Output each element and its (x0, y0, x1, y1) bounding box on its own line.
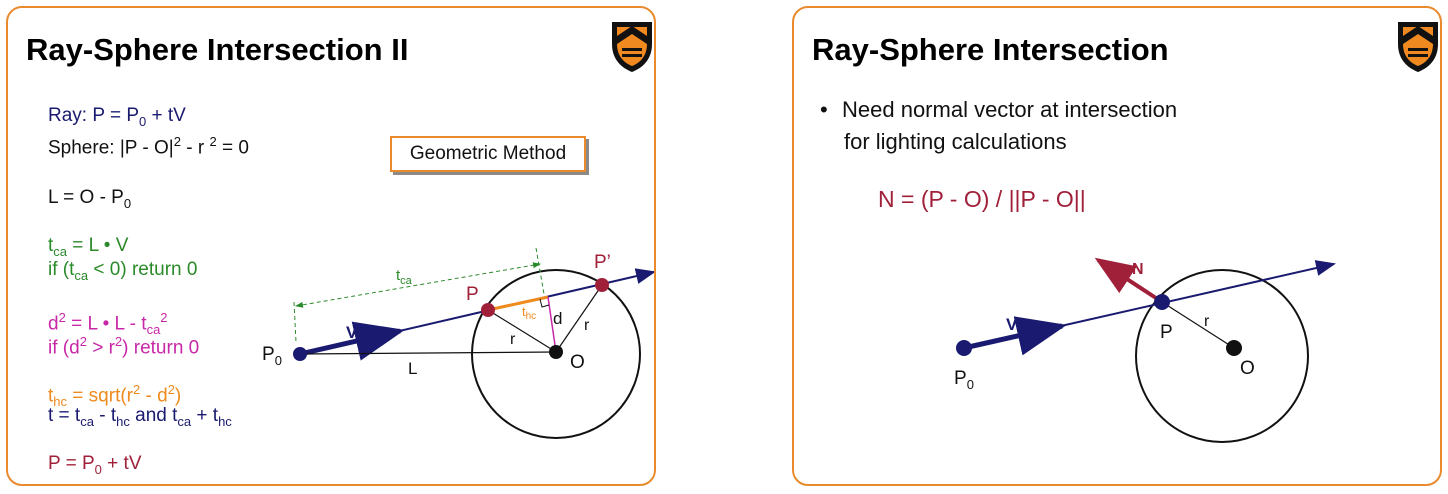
label-p0: P0 (262, 344, 282, 368)
geometric-method-diagram: P0 V L tca thc P P’ d r r O (262, 247, 654, 439)
normal-vector-diagram: N V P r O P0 (954, 257, 1336, 443)
tca-dim-arrow (295, 262, 541, 308)
label-tca: tca (396, 267, 413, 287)
bullet-line-2: for lighting calculations (844, 129, 1067, 154)
princeton-shield-icon (612, 22, 652, 72)
d2-equation: d2 = L • L - tca2 (48, 310, 168, 338)
label-r2: r (584, 317, 590, 334)
label-p: P (466, 284, 479, 305)
normal-vector (1094, 257, 1164, 304)
geometric-method-box: Geometric Method (390, 136, 586, 172)
d-segment (547, 296, 557, 353)
slide-title: Ray-Sphere Intersection (812, 32, 1169, 67)
thc-equation: thc = sqrt(r2 - d2) (48, 382, 182, 410)
right-angle-mark (539, 298, 550, 308)
label-r: r (1204, 313, 1210, 330)
tca-check: if (tca < 0) return 0 (48, 259, 198, 283)
t-equation: t = tca - thc and tca + thc (48, 405, 232, 429)
bullet-glyph: • (820, 97, 828, 122)
label-thc: thc (522, 304, 536, 322)
label-d: d (553, 309, 562, 328)
tca-guide-left (293, 301, 297, 343)
r-line-pprime (555, 284, 603, 353)
p0-point (956, 340, 972, 356)
label-r1: r (510, 331, 516, 348)
p0-point (293, 347, 307, 361)
label-v: V (346, 323, 358, 342)
p-point (1154, 294, 1170, 310)
bullet-line-1: Need normal vector at intersection (842, 97, 1178, 122)
p-equation: P = P0 + tV (48, 453, 142, 477)
thc-segment (487, 295, 549, 312)
label-n: N (1132, 261, 1144, 278)
label-pprime: P’ (594, 252, 611, 273)
sphere-equation: Sphere: |P - O|2 - r 2 = 0 (48, 134, 249, 159)
slide-title: Ray-Sphere Intersection II (26, 32, 409, 67)
p-point (481, 303, 495, 317)
sphere-circle (1135, 269, 1309, 443)
v-vector (963, 316, 1067, 356)
slide-ray-sphere-ii: Ray-Sphere Intersection II Ray: P = P0 +… (6, 6, 656, 486)
label-o: O (570, 352, 585, 373)
princeton-shield-icon (1398, 22, 1438, 72)
ray-equation: Ray: P = P0 + tV (48, 105, 186, 129)
label-p: P (1160, 322, 1173, 343)
sphere-circle (471, 269, 641, 439)
d2-check: if (d2 > r2) return 0 (48, 334, 200, 359)
o-point (1226, 340, 1242, 356)
l-line (299, 351, 557, 355)
tca-equation: tca = L • V (48, 235, 129, 259)
label-l: L (408, 359, 417, 378)
label-o: O (1240, 358, 1255, 379)
l-equation: L = O - P0 (48, 187, 132, 211)
r-line (1161, 301, 1235, 349)
pprime-point (595, 278, 609, 292)
label-v: V (1006, 315, 1018, 334)
normal-equation: N = (P - O) / ||P - O|| (878, 186, 1086, 212)
o-point (549, 345, 563, 359)
r-line-p (487, 309, 557, 353)
label-p0: P0 (954, 368, 974, 392)
bullet-normal-vector: • Need normal vector at intersection for … (820, 94, 1177, 158)
slide-ray-sphere: Ray-Sphere Intersection • Need normal vec… (792, 6, 1442, 486)
v-vector (299, 321, 405, 361)
